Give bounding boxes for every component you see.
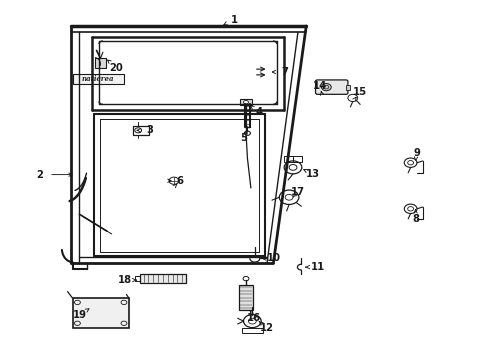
Circle shape: [244, 100, 248, 104]
Bar: [346, 85, 350, 90]
Bar: [73, 298, 129, 328]
Text: 3: 3: [146, 125, 153, 135]
Circle shape: [321, 84, 331, 91]
Text: 4: 4: [255, 107, 262, 117]
Text: 15: 15: [353, 87, 367, 97]
Text: 8: 8: [412, 214, 419, 224]
Text: 12: 12: [260, 323, 274, 333]
Bar: [135, 276, 140, 281]
Text: 20: 20: [110, 63, 123, 73]
FancyBboxPatch shape: [73, 74, 124, 84]
Bar: [240, 99, 252, 105]
Bar: [95, 58, 106, 68]
Text: 10: 10: [267, 253, 280, 264]
Bar: [242, 328, 263, 333]
Text: 9: 9: [413, 148, 420, 158]
Text: 14: 14: [312, 81, 327, 91]
Text: 11: 11: [310, 262, 325, 272]
Text: 13: 13: [306, 168, 319, 179]
Bar: [133, 126, 149, 135]
Text: 7: 7: [282, 67, 289, 77]
Bar: [284, 156, 302, 162]
FancyBboxPatch shape: [316, 80, 348, 94]
Bar: [239, 285, 253, 310]
Text: 1: 1: [231, 15, 238, 25]
Text: 16: 16: [247, 312, 261, 323]
Text: 18: 18: [118, 275, 132, 285]
Text: 5: 5: [241, 132, 247, 143]
Text: 2: 2: [37, 170, 44, 180]
Text: naticrea: naticrea: [82, 75, 115, 83]
Text: 17: 17: [291, 186, 305, 197]
Text: 19: 19: [73, 310, 86, 320]
Text: 6: 6: [177, 176, 184, 186]
Bar: [140, 274, 186, 283]
